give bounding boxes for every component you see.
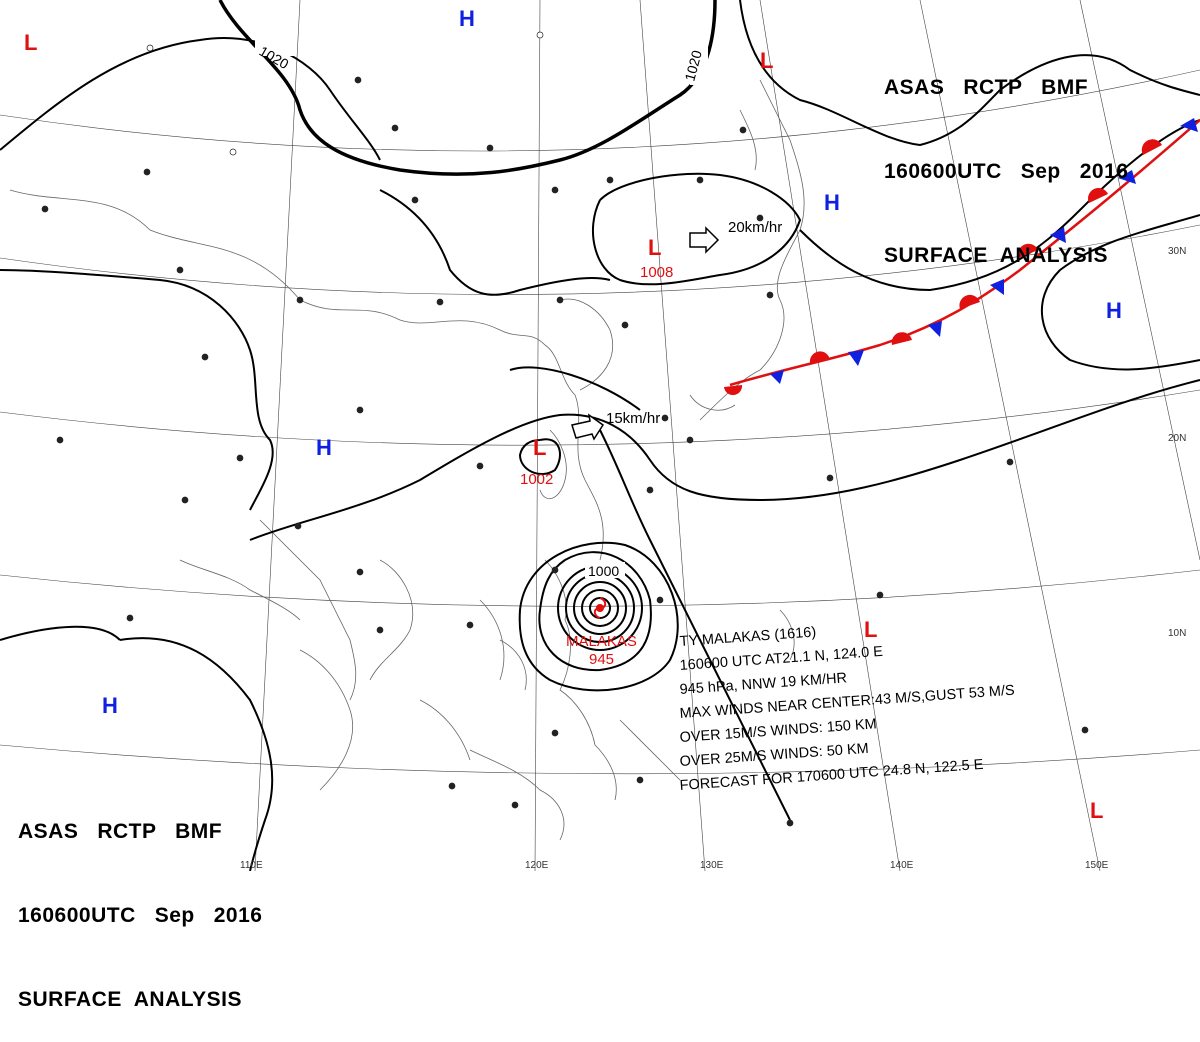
map-header-top: ASAS RCTP BMF 160600UTC Sep 2016 SURFACE… [884, 18, 1128, 298]
isobar-label-1000: 1000 [588, 563, 619, 579]
longitude-label-150e: 150E [1085, 860, 1109, 871]
low-pressure-label-central: L [648, 235, 661, 260]
high-pressure-label-china: H [316, 435, 332, 460]
header-bottom-line2: 160600UTC Sep 2016 [18, 904, 263, 927]
typhoon-pressure-label: 945 [589, 651, 614, 668]
high-pressure-label-southwest: H [102, 693, 118, 718]
longitude-label-130e: 130E [700, 860, 724, 871]
latitude-label-20n: 20N [1168, 433, 1186, 444]
low-pressure-label-southeast: L [1090, 798, 1103, 823]
motion-label-south-low: 15km/hr [606, 410, 660, 427]
isobar-label-1020-east: 1020 [681, 48, 705, 82]
latitude-label-30n: 30N [1168, 246, 1186, 257]
high-pressure-label-north: H [459, 6, 475, 31]
header-top-line1: ASAS RCTP BMF [884, 76, 1089, 99]
low-pressure-value-taiwan: 1002 [520, 471, 553, 488]
longitude-label-110e: 110E [240, 860, 263, 871]
high-pressure-label-pacific: H [1106, 298, 1122, 323]
header-top-line3: SURFACE ANALYSIS [884, 244, 1108, 267]
header-top-line2: 160600UTC Sep 2016 [884, 160, 1129, 183]
header-bottom-line3: SURFACE ANALYSIS [18, 988, 242, 1011]
latitude-label-10n: 10N [1168, 628, 1186, 639]
high-pressure-label-japan: H [824, 190, 840, 215]
weather-map: 1020 1020 1000 [0, 0, 1200, 871]
low-pressure-label-east: L [864, 617, 877, 642]
motion-arrows [571, 226, 720, 441]
map-header-bottom: ASAS RCTP BMF 160600UTC Sep 2016 SURFACE… [18, 762, 262, 1042]
typhoon-name-label: MALAKAS [566, 633, 637, 650]
station-plots [41, 31, 1089, 827]
graticule [0, 0, 1200, 871]
low-pressure-label-taiwan: L [533, 435, 546, 460]
low-pressure-label-northwest: L [24, 30, 37, 55]
low-pressure-value-central: 1008 [640, 264, 673, 281]
stationary-front [724, 118, 1200, 396]
typhoon-symbol [593, 597, 607, 619]
motion-label-north-low: 20km/hr [728, 219, 782, 236]
header-bottom-line1: ASAS RCTP BMF [18, 820, 223, 843]
low-pressure-label-north: L [760, 48, 773, 73]
longitude-label-120e: 120E [525, 860, 549, 871]
longitude-label-140e: 140E [890, 860, 914, 871]
